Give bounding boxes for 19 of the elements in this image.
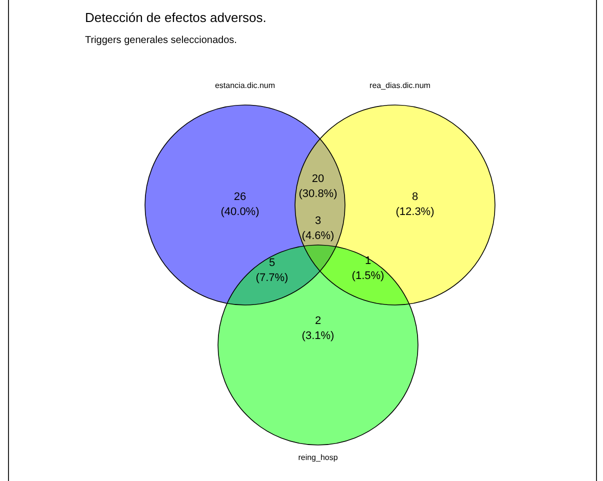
data-label: (12.3%) bbox=[396, 206, 434, 218]
text: Detección de efectos adversos. bbox=[85, 10, 266, 25]
data-label: (7.7%) bbox=[256, 272, 288, 284]
text: rea_dias.dic.num bbox=[370, 81, 431, 90]
text: reing_hosp bbox=[298, 453, 338, 462]
category-label: 20 bbox=[312, 173, 324, 185]
category-label: 8 bbox=[412, 191, 418, 203]
data-label: (1.5%) bbox=[352, 270, 384, 282]
data-label: (30.8%) bbox=[298, 188, 338, 200]
data-label: (3.1%) bbox=[302, 330, 334, 342]
category-label: 5 bbox=[268, 257, 276, 269]
text: Triggers generales seleccionados. bbox=[85, 35, 237, 46]
category-label: 2 bbox=[314, 315, 322, 327]
category-label: 26 bbox=[234, 191, 246, 203]
text: estancia.dic.num bbox=[214, 81, 276, 90]
data-label: (4.6%) bbox=[302, 230, 334, 242]
data-label: (40.0%) bbox=[220, 206, 260, 218]
category-label: 3 bbox=[314, 215, 322, 227]
category-label: 1 bbox=[364, 255, 372, 267]
